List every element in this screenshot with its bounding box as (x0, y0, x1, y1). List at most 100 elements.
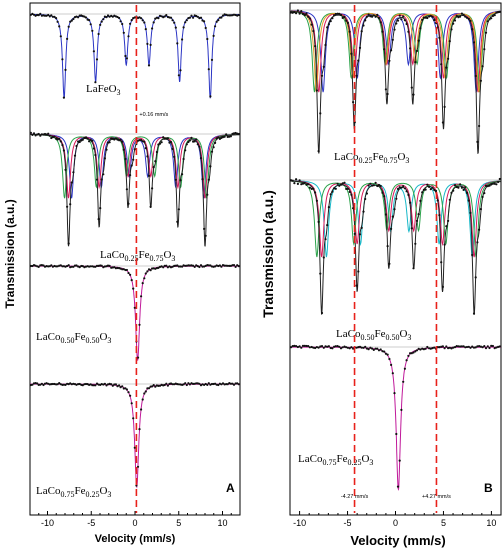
data-point (171, 19, 174, 22)
data-point (329, 346, 332, 350)
data-point (433, 19, 436, 22)
data-point (220, 16, 223, 19)
fit-curve (30, 383, 240, 489)
data-point (34, 134, 37, 137)
data-point (362, 210, 365, 213)
data-point (173, 155, 176, 158)
data-point (488, 184, 491, 187)
data-point (295, 12, 298, 15)
data-point (165, 14, 168, 17)
data-point (447, 219, 450, 222)
data-point (428, 15, 431, 18)
data-point (212, 146, 215, 149)
data-point (438, 36, 441, 39)
data-point (91, 29, 94, 32)
data-point (176, 42, 179, 45)
data-point (67, 25, 70, 28)
fit-curve (30, 13, 240, 99)
data-point (381, 350, 384, 353)
data-point (395, 432, 398, 436)
data-point (122, 387, 125, 390)
data-point (438, 346, 441, 349)
data-point (113, 266, 116, 269)
x-tick-label: 10 (486, 518, 496, 528)
data-point (31, 133, 34, 136)
data-point (357, 346, 360, 349)
data-point (365, 15, 368, 18)
data-point (185, 143, 188, 146)
data-point (448, 346, 451, 349)
data-point (62, 383, 65, 386)
data-point (152, 384, 155, 387)
data-point (188, 16, 191, 19)
data-point (229, 14, 232, 17)
data-point (171, 265, 174, 268)
data-point (483, 48, 486, 51)
x-tick-label: 0 (393, 518, 398, 528)
data-point (206, 193, 209, 196)
data-point (204, 234, 207, 237)
data-point (419, 348, 422, 351)
data-point (497, 10, 500, 14)
data-point (372, 184, 375, 187)
data-point (298, 12, 301, 15)
data-point (386, 353, 389, 356)
data-point (414, 350, 417, 353)
data-point (105, 148, 108, 151)
spectrum-label: LaCo0.75Fe0.25O3 (298, 453, 373, 467)
data-point (198, 265, 201, 269)
data-point (369, 15, 372, 18)
data-point (138, 323, 141, 326)
data-point (217, 19, 220, 22)
panel-b: -10 -5 0 5 10 Transmission (a.u.) Velocity (mm… (260, 2, 502, 548)
data-point (322, 346, 325, 349)
data-point (421, 18, 424, 21)
data-point (133, 16, 136, 19)
data-point (50, 14, 53, 17)
data-point (422, 348, 425, 351)
data-point (360, 226, 363, 229)
data-point (116, 266, 119, 270)
data-point (47, 265, 50, 268)
data-point (229, 382, 232, 385)
spectrum: LaCo0.75Fe0.25O3 (289, 344, 501, 491)
data-point (140, 295, 143, 298)
data-point (182, 157, 185, 161)
data-point (428, 185, 431, 188)
data-point (314, 191, 317, 194)
data-point (377, 16, 381, 20)
data-point (165, 382, 168, 385)
data-point (144, 28, 147, 31)
data-point (450, 347, 453, 350)
data-point (48, 134, 51, 137)
data-point (400, 186, 403, 189)
data-point (201, 265, 204, 268)
data-point (312, 346, 315, 349)
data-point (199, 157, 203, 160)
data-point (154, 17, 157, 20)
data-point (70, 181, 73, 184)
data-point (165, 264, 168, 267)
component-fit (30, 133, 240, 199)
data-point (158, 384, 162, 387)
data-point (39, 383, 42, 386)
data-point (436, 199, 439, 202)
data-point (346, 346, 349, 349)
data-point (403, 187, 406, 190)
data-point (31, 383, 34, 386)
data-point (379, 348, 382, 351)
data-point (130, 19, 133, 22)
data-point (127, 391, 130, 394)
spectrum: LaCo0.50Fe0.50O3 (29, 264, 240, 361)
data-point (195, 382, 198, 385)
data-point (415, 349, 419, 352)
data-point (214, 141, 217, 144)
data-point (374, 15, 377, 18)
data-point (149, 269, 152, 272)
data-point (289, 179, 293, 182)
data-point (357, 59, 360, 62)
data-point (465, 345, 469, 349)
data-point (398, 459, 401, 462)
data-point (414, 61, 417, 64)
